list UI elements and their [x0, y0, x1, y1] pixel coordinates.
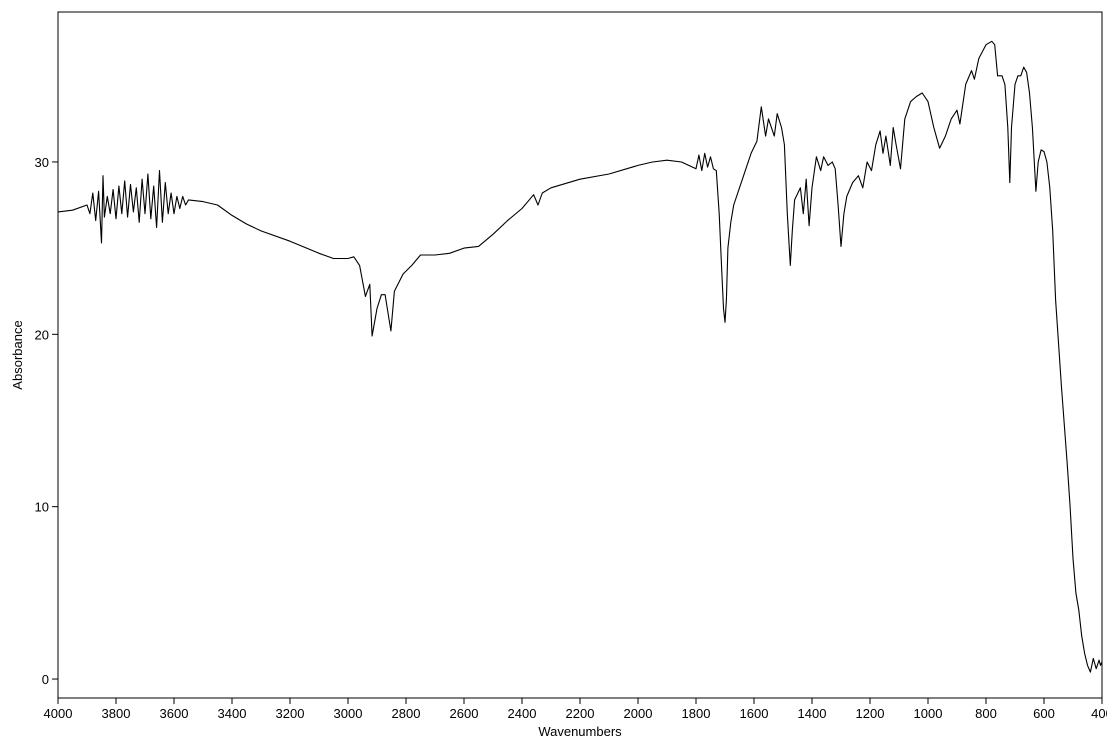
y-tick-label: 10: [35, 500, 49, 515]
plot-frame: [57, 11, 1103, 699]
x-tick-label: 3800: [102, 706, 131, 721]
x-tick-label: 2400: [508, 706, 537, 721]
y-tick-label: 30: [35, 155, 49, 170]
x-tick-label: 1200: [856, 706, 885, 721]
x-tick-label: 3200: [276, 706, 305, 721]
y-tick-label: 0: [42, 672, 49, 687]
x-tick-label: 1000: [914, 706, 943, 721]
x-tick-label: 400: [1091, 706, 1107, 721]
x-tick-label: 1600: [740, 706, 769, 721]
x-tick-label: 3400: [218, 706, 247, 721]
x-tick-label: 1800: [682, 706, 711, 721]
x-axis-label: Wavenumbers: [538, 724, 622, 739]
x-tick-label: 3000: [334, 706, 363, 721]
x-tick-label: 2600: [450, 706, 479, 721]
x-tick-label: 3600: [160, 706, 189, 721]
x-tick-label: 600: [1033, 706, 1055, 721]
y-tick-label: 20: [35, 327, 49, 342]
x-tick-label: 2000: [624, 706, 653, 721]
x-tick-label: 800: [975, 706, 997, 721]
spectrum-line: [57, 40, 1103, 673]
x-tick-label: 2800: [392, 706, 421, 721]
x-tick-label: 2200: [566, 706, 595, 721]
x-tick-label: 1400: [798, 706, 827, 721]
x-tick-label: 4000: [44, 706, 73, 721]
y-axis-label: Absorbance: [10, 320, 25, 389]
